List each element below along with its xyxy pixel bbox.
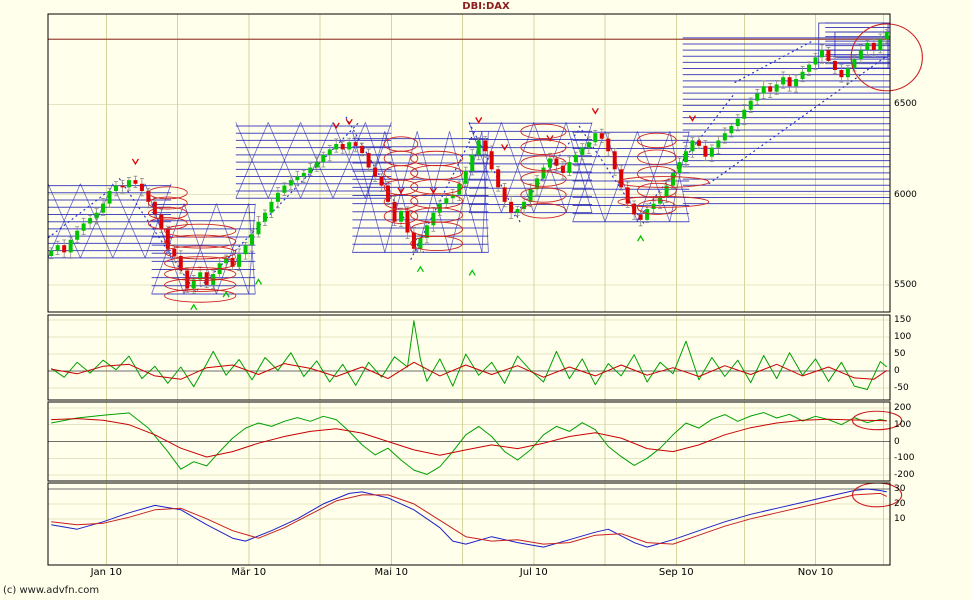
- x-axis-label: Sep 10: [654, 567, 698, 578]
- x-axis-label: Mai 10: [369, 567, 413, 578]
- momentum-fast-line: [51, 413, 887, 475]
- buy-mark-icon: [191, 305, 197, 310]
- buy-mark-icon: [256, 279, 262, 284]
- y-axis-tick-label: 150: [894, 315, 911, 325]
- sell-mark-icon: [502, 144, 508, 149]
- buy-mark-icon: [469, 270, 475, 275]
- y-axis-tick-label: 50: [894, 349, 905, 359]
- slow-stochastic-fast-line: [51, 489, 887, 547]
- y-axis-tick-label: 0: [894, 366, 900, 376]
- oscillator-panel-border: [48, 315, 890, 400]
- y-axis-tick-label: 100: [894, 420, 911, 430]
- sell-mark-icon: [430, 188, 436, 193]
- slow-stochastic-grid-layer: [48, 483, 890, 565]
- x-axis-label: Jul 10: [512, 567, 556, 578]
- sell-mark-icon: [132, 159, 138, 164]
- sell-mark-icon: [592, 108, 598, 113]
- buy-mark-icon: [638, 236, 644, 241]
- chart-page: DBI:DAX 6500 6000 5500 150 100 50 0 -50 200 100 0 -…: [0, 0, 972, 600]
- y-axis-tick-label: 30: [894, 484, 905, 494]
- y-axis-tick-label: -100: [894, 453, 914, 463]
- oscillator-grid-layer: [48, 315, 890, 400]
- copyright-text: (c) www.advfn.com: [3, 585, 99, 596]
- chart-canvas: [0, 0, 972, 600]
- chart-title: DBI:DAX: [0, 1, 972, 12]
- buy-mark-icon: [223, 292, 229, 297]
- sell-mark-icon: [333, 123, 339, 128]
- x-axis-label: Nov 10: [794, 567, 838, 578]
- sell-mark-icon: [476, 117, 482, 122]
- y-axis-tick-label: -50: [894, 383, 909, 393]
- sell-mark-icon: [398, 188, 404, 193]
- y-axis-tick-label: 6000: [894, 190, 917, 200]
- momentum-grid-layer: [48, 402, 890, 481]
- y-axis-tick-label: 6500: [894, 99, 917, 109]
- y-axis-tick-label: 100: [894, 332, 911, 342]
- x-axis-label: Mär 10: [227, 567, 271, 578]
- y-axis-tick-label: 5500: [894, 280, 917, 290]
- x-axis-label: Jan 10: [84, 567, 128, 578]
- buy-mark-icon: [417, 267, 423, 272]
- y-axis-tick-label: 200: [894, 403, 911, 413]
- slow-stochastic-panel-border: [48, 483, 890, 565]
- y-axis-tick-label: 10: [894, 514, 905, 524]
- y-axis-tick-label: 20: [894, 499, 905, 509]
- y-axis-tick-label: -200: [894, 470, 914, 480]
- y-axis-tick-label: 0: [894, 437, 900, 447]
